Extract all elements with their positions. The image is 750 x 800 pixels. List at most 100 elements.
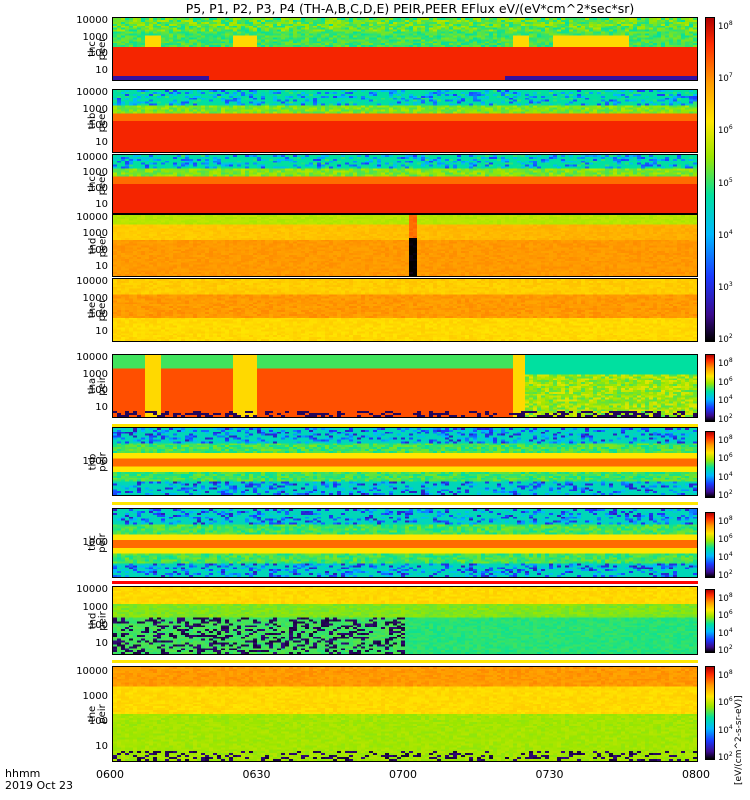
y-tick-label: 10000 [76,15,108,27]
y-tick-label: 1000 [82,292,108,304]
x-tick-label: 0800 [682,768,710,781]
y-tick-label: 10000 [76,666,108,678]
colorbar-tick: 103 [718,280,733,293]
spectrogram-panel-thc-peer [112,17,698,81]
colorbar [705,666,715,760]
spectrogram-panel-the-peer [112,278,698,342]
colorbar-tick: 107 [718,72,733,84]
colorbar-unit-label: [eV/(cm^2-s-sr-eV)] [734,695,744,785]
y-tick-label: 100 [88,244,108,256]
y-tick-label: 1000 [82,602,108,614]
y-tick-label: 10 [95,638,108,650]
y-tick-label: 10000 [76,584,108,596]
colorbar-tick: 102 [718,644,733,656]
y-tick-label: 10 [95,198,108,210]
y-tick-label: 10000 [76,151,108,163]
spectrogram-panel-thd-peer [112,214,698,277]
panel-separator [112,502,698,505]
spectrogram-panel-thd-peir [112,586,698,655]
colorbar-tick: 106 [718,696,733,709]
panel-separator [112,346,698,349]
spectrogram-image [113,215,697,276]
y-tick-label: 10 [95,261,108,273]
x-tick-label: 0700 [389,768,417,781]
colorbar-tick: 104 [718,470,733,483]
spectrogram-image [113,90,697,152]
x-tick-label: 0730 [535,768,564,781]
y-tick-label: 100 [88,183,108,195]
spectrogram-image [113,667,697,761]
panel-separator [112,424,698,427]
spectrogram-image [113,155,697,213]
y-tick-label: 1000 [82,455,108,467]
y-tick-label: 1000 [82,368,108,380]
spectrogram-image [113,355,697,417]
colorbar-tick: 104 [718,626,733,639]
y-tick-label: 1000 [82,691,108,703]
spectrogram-panel-tha-peir [112,354,698,418]
y-tick-label: 10 [95,402,108,414]
spectrogram-panel-thb-peir [112,427,698,496]
y-tick-label: 1000 [82,537,108,548]
colorbar-tick: 108 [718,20,733,32]
colorbar-tick: 104 [718,228,733,241]
panel-separator [112,660,698,663]
colorbar-tick: 102 [718,751,733,763]
colorbar-tick: 104 [718,551,733,563]
colorbar-tick: 104 [718,394,733,407]
colorbar-tick: 102 [718,489,733,501]
y-tick-label: 1000 [82,228,108,240]
y-tick-label: 10 [95,741,108,753]
y-tick-label: 1000 [82,167,108,179]
y-tick-label: 100 [88,620,108,632]
time-axis-label: hhmm [5,767,41,780]
colorbar-tick: 106 [718,452,733,465]
y-tick-label: 10 [95,137,108,149]
colorbar-tick: 104 [718,723,733,736]
chart-title: P5, P1, P2, P3, P4 (TH-A,B,C,D,E) PEIR,P… [185,1,635,16]
y-tick-label: 10 [95,65,108,77]
colorbar-tick: 102 [718,569,733,581]
y-tick-label: 10000 [76,87,108,99]
spectrogram-image [113,587,697,654]
spectrogram-panel-thc-peir [112,508,698,578]
colorbar-tick: 108 [718,515,733,527]
spectrogram-image [113,18,697,80]
colorbar-tick: 106 [718,375,733,388]
colorbar-tick: 105 [718,176,733,189]
y-tick-label: 10000 [76,276,108,288]
y-tick-label: 100 [88,385,108,397]
colorbar-tick: 108 [718,669,733,681]
y-tick-label: 100 [88,120,108,132]
spectrogram-panel-the-peir [112,666,698,762]
y-tick-label: 100 [88,48,108,60]
x-tick-label: 0630 [242,768,271,781]
colorbar-tick: 106 [718,609,733,622]
spectrogram-panel-thc-peer [112,154,698,214]
y-tick-label: 100 [88,716,108,728]
colorbar [705,589,715,653]
spectrogram-panel-thb-peer [112,89,698,153]
spectrogram-image [113,279,697,341]
colorbar [705,512,715,578]
spectrogram-image [113,509,697,577]
colorbar [705,17,715,342]
panel-separator [112,83,698,86]
spectrogram-image [113,428,697,495]
colorbar-tick: 108 [718,434,733,446]
y-tick-label: 10 [95,326,108,338]
colorbar [705,354,715,422]
colorbar-tick: 108 [718,592,733,604]
date-label: 2019 Oct 23 [5,779,74,792]
y-tick-label: 100 [88,309,108,321]
colorbar-tick: 102 [718,413,733,425]
colorbar [705,431,715,498]
y-tick-label: 10000 [76,352,108,364]
colorbar-tick: 108 [718,357,733,369]
colorbar-tick: 102 [718,333,733,345]
y-tick-label: 1000 [82,31,108,43]
x-tick-label: 0600 [96,768,124,781]
y-tick-label: 1000 [82,103,108,115]
panel-separator [112,581,698,584]
y-tick-label: 10000 [76,212,108,224]
